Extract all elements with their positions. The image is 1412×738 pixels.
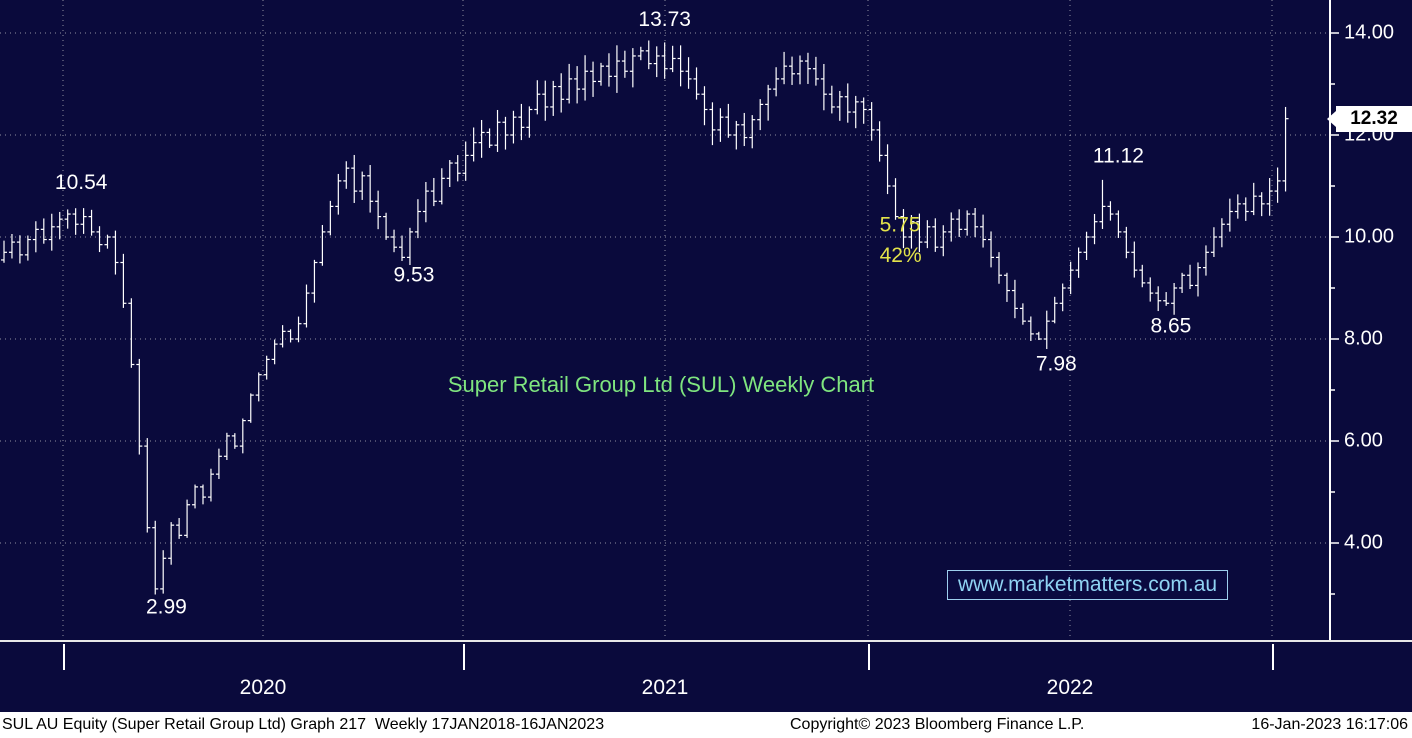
y-axis-label: 10.00 xyxy=(1344,225,1394,247)
price-annotations: 10.54 13.73 9.53 2.99 5.75 42% 7.98 11.12 8.65 xyxy=(55,8,1191,619)
x-axis-year-label: 2021 xyxy=(641,676,689,699)
watermark-link: www.marketmatters.com.au xyxy=(947,570,1229,600)
x-axis-year-label: 2020 xyxy=(239,676,287,699)
price-annotation: 13.73 xyxy=(638,8,691,31)
price-chart-plot-area[interactable]: 14.0012.0010.008.006.004.0010.5413.739.5… xyxy=(0,0,1412,640)
x-axis: 2020 2021 2022 xyxy=(0,640,1412,714)
x-axis-tick xyxy=(868,644,870,670)
price-annotation: 8.65 xyxy=(1150,314,1191,337)
x-axis-tick xyxy=(1272,644,1274,670)
status-datetime: 16-Jan-2023 16:17:06 xyxy=(1251,716,1408,733)
price-annotation: 11.12 xyxy=(1093,144,1144,167)
status-copyright: Copyright© 2023 Bloomberg Finance L.P. xyxy=(790,716,1085,733)
chart-title: Super Retail Group Ltd (SUL) Weekly Char… xyxy=(447,372,875,397)
price-annotation: 5.75 xyxy=(880,213,921,236)
y-axis-label: 8.00 xyxy=(1344,327,1383,349)
price-annotation: 9.53 xyxy=(394,263,435,286)
y-axis-label: 4.00 xyxy=(1344,531,1383,553)
status-bar: SUL AU Equity (Super Retail Group Ltd) G… xyxy=(0,712,1412,738)
x-axis-tick xyxy=(463,644,465,670)
status-security-info: SUL AU Equity (Super Retail Group Ltd) G… xyxy=(2,716,605,733)
gridlines xyxy=(0,0,1330,640)
price-annotation: 10.54 xyxy=(55,171,108,194)
last-price-callout: 12.32 xyxy=(1327,105,1412,132)
x-axis-tick xyxy=(63,644,65,670)
price-annotation: 2.99 xyxy=(146,595,187,618)
ohlc-bars xyxy=(1,40,1289,595)
y-axis-label: 14.00 xyxy=(1344,21,1394,43)
price-annotation: 42% xyxy=(880,244,922,267)
last-price-value: 12.32 xyxy=(1350,107,1398,129)
x-axis-year-label: 2022 xyxy=(1046,676,1094,699)
price-annotation: 7.98 xyxy=(1036,353,1077,376)
y-axis-label: 6.00 xyxy=(1344,429,1383,451)
